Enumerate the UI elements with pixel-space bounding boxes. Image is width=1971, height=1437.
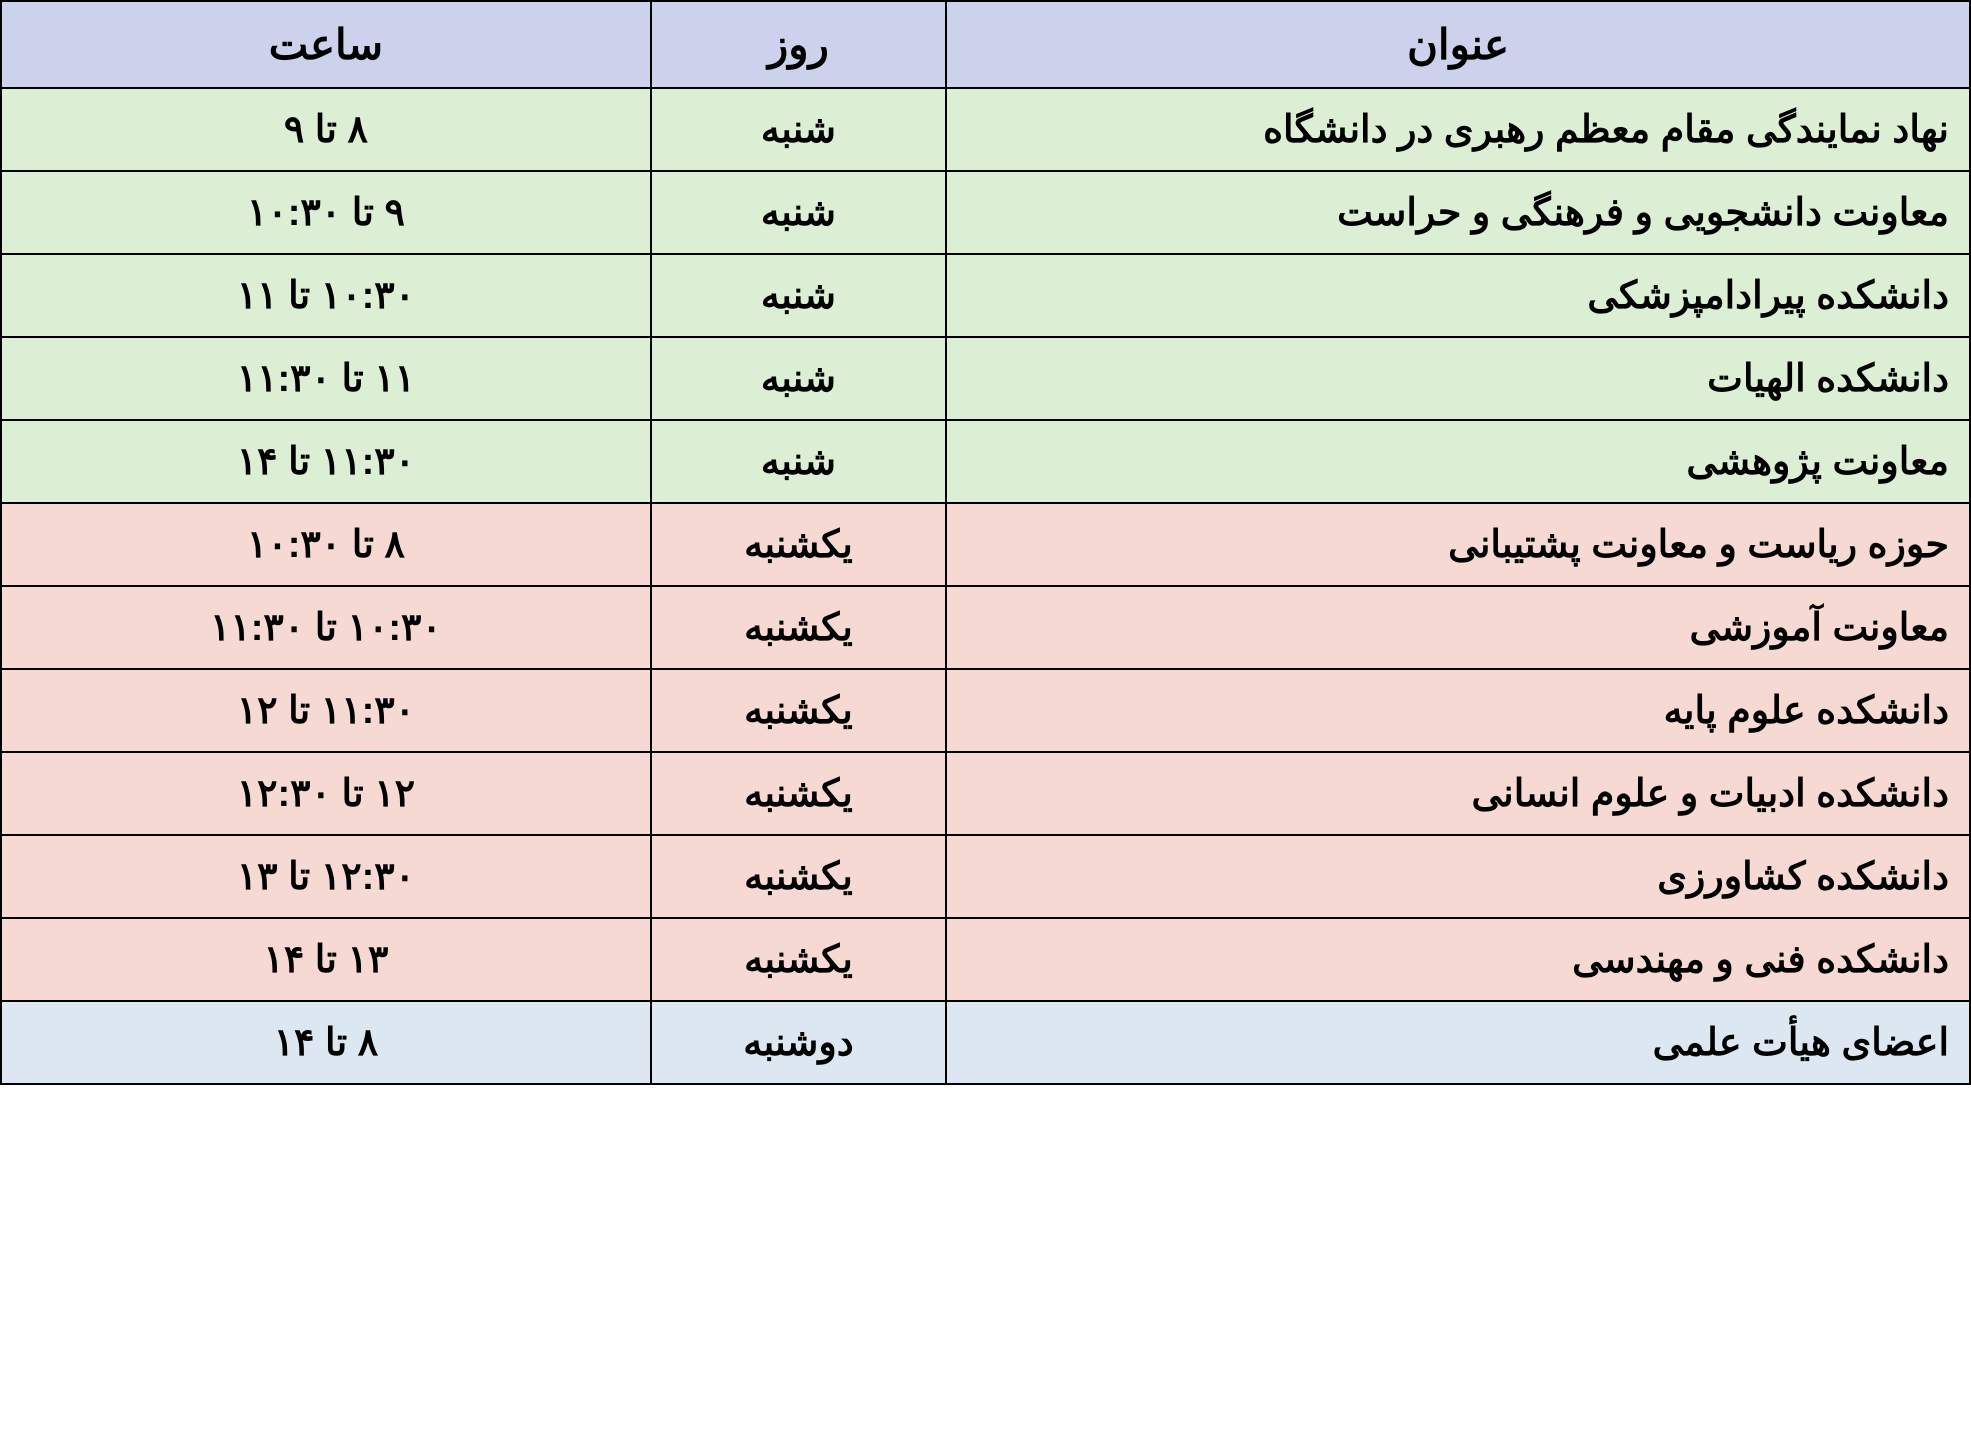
table-row: اعضای هیأت علمی دوشنبه ۸ تا ۱۴ [1, 1001, 1970, 1084]
cell-title: حوزه ریاست و معاونت پشتیبانی [946, 503, 1970, 586]
table-body: نهاد نمایندگی مقام معظم رهبری در دانشگاه… [1, 88, 1970, 1084]
cell-day: یکشنبه [651, 918, 946, 1001]
cell-title: معاونت دانشجویی و فرهنگی و حراست [946, 171, 1970, 254]
cell-time: ۱۱ تا ۱۱:۳۰ [1, 337, 651, 420]
cell-time: ۸ تا ۱۴ [1, 1001, 651, 1084]
table-row: دانشکده فنی و مهندسی یکشنبه ۱۳ تا ۱۴ [1, 918, 1970, 1001]
table-row: دانشکده الهیات شنبه ۱۱ تا ۱۱:۳۰ [1, 337, 1970, 420]
table-row: دانشکده علوم پایه یکشنبه ۱۱:۳۰ تا ۱۲ [1, 669, 1970, 752]
table-row: معاونت آموزشی یکشنبه ۱۰:۳۰ تا ۱۱:۳۰ [1, 586, 1970, 669]
cell-day: دوشنبه [651, 1001, 946, 1084]
cell-time: ۱۱:۳۰ تا ۱۲ [1, 669, 651, 752]
cell-time: ۱۰:۳۰ تا ۱۱:۳۰ [1, 586, 651, 669]
cell-time: ۱۳ تا ۱۴ [1, 918, 651, 1001]
cell-day: یکشنبه [651, 503, 946, 586]
cell-title: دانشکده کشاورزی [946, 835, 1970, 918]
cell-time: ۸ تا ۹ [1, 88, 651, 171]
schedule-table: عنوان روز ساعت نهاد نمایندگی مقام معظم ر… [0, 0, 1971, 1085]
cell-day: یکشنبه [651, 586, 946, 669]
table-row: دانشکده پیرادامپزشکی شنبه ۱۰:۳۰ تا ۱۱ [1, 254, 1970, 337]
cell-day: شنبه [651, 337, 946, 420]
cell-title: معاونت پژوهشی [946, 420, 1970, 503]
cell-day: شنبه [651, 420, 946, 503]
cell-title: دانشکده الهیات [946, 337, 1970, 420]
cell-day: شنبه [651, 171, 946, 254]
col-header-time: ساعت [1, 1, 651, 88]
cell-title: دانشکده ادبیات و علوم انسانی [946, 752, 1970, 835]
table-row: دانشکده کشاورزی یکشنبه ۱۲:۳۰ تا ۱۳ [1, 835, 1970, 918]
cell-time: ۱۲:۳۰ تا ۱۳ [1, 835, 651, 918]
cell-time: ۱۰:۳۰ تا ۱۱ [1, 254, 651, 337]
table-row: معاونت پژوهشی شنبه ۱۱:۳۰ تا ۱۴ [1, 420, 1970, 503]
col-header-title: عنوان [946, 1, 1970, 88]
table-row: معاونت دانشجویی و فرهنگی و حراست شنبه ۹ … [1, 171, 1970, 254]
cell-title: دانشکده پیرادامپزشکی [946, 254, 1970, 337]
col-header-day: روز [651, 1, 946, 88]
table-row: نهاد نمایندگی مقام معظم رهبری در دانشگاه… [1, 88, 1970, 171]
cell-day: شنبه [651, 254, 946, 337]
cell-day: یکشنبه [651, 835, 946, 918]
cell-time: ۱۱:۳۰ تا ۱۴ [1, 420, 651, 503]
cell-title: نهاد نمایندگی مقام معظم رهبری در دانشگاه [946, 88, 1970, 171]
table-header-row: عنوان روز ساعت [1, 1, 1970, 88]
cell-time: ۱۲ تا ۱۲:۳۰ [1, 752, 651, 835]
table-row: دانشکده ادبیات و علوم انسانی یکشنبه ۱۲ ت… [1, 752, 1970, 835]
cell-day: یکشنبه [651, 752, 946, 835]
cell-time: ۹ تا ۱۰:۳۰ [1, 171, 651, 254]
cell-title: اعضای هیأت علمی [946, 1001, 1970, 1084]
cell-day: یکشنبه [651, 669, 946, 752]
cell-day: شنبه [651, 88, 946, 171]
table-row: حوزه ریاست و معاونت پشتیبانی یکشنبه ۸ تا… [1, 503, 1970, 586]
cell-title: دانشکده فنی و مهندسی [946, 918, 1970, 1001]
cell-title: دانشکده علوم پایه [946, 669, 1970, 752]
cell-time: ۸ تا ۱۰:۳۰ [1, 503, 651, 586]
cell-title: معاونت آموزشی [946, 586, 1970, 669]
